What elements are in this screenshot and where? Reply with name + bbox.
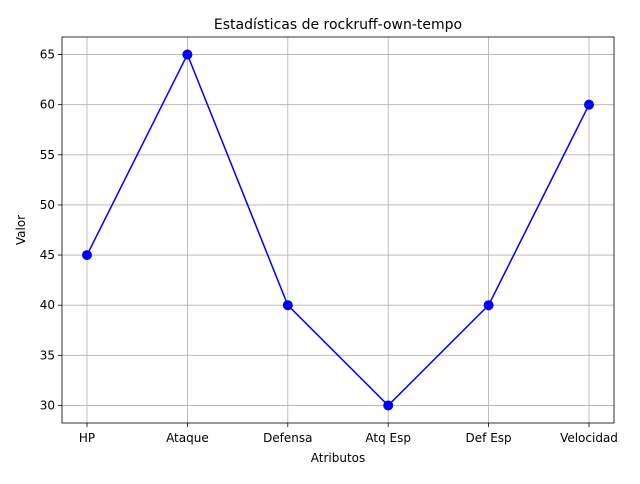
- data-point: [282, 300, 293, 311]
- data-point: [82, 250, 92, 261]
- series-layer: [82, 49, 594, 411]
- tick-labels: HP Ataque Defensa Atq Esp Def Esp Velocidad 30…: [40, 48, 618, 445]
- x-tick-label: Velocidad: [560, 431, 618, 445]
- x-tick-label: Atq Esp: [365, 431, 411, 445]
- y-tick-label: 65: [40, 48, 55, 62]
- x-tick-label: Ataque: [166, 431, 209, 445]
- data-point: [584, 99, 594, 110]
- y-tick-label: 50: [40, 198, 55, 212]
- data-point: [182, 49, 193, 60]
- x-tick-label: HP: [79, 431, 95, 445]
- x-tick-label: Defensa: [263, 431, 312, 445]
- y-axis-label: Valor: [14, 215, 28, 245]
- y-tick-label: 40: [40, 298, 55, 312]
- axes: [58, 36, 615, 427]
- x-tick-label: Def Esp: [466, 431, 512, 445]
- y-tick-label: 30: [40, 398, 55, 412]
- plot-frame: [61, 36, 615, 424]
- data-point: [383, 400, 394, 411]
- y-tick-label: 45: [40, 248, 55, 262]
- series-line: [86, 52, 590, 407]
- data-point: [483, 300, 494, 311]
- chart-title: Estadísticas de rockruff-own-tempo: [214, 17, 462, 33]
- y-tick-label: 55: [40, 148, 55, 162]
- y-tick-label: 35: [40, 348, 55, 362]
- x-axis-label: Atributos: [311, 451, 366, 465]
- y-tick-label: 60: [40, 98, 55, 112]
